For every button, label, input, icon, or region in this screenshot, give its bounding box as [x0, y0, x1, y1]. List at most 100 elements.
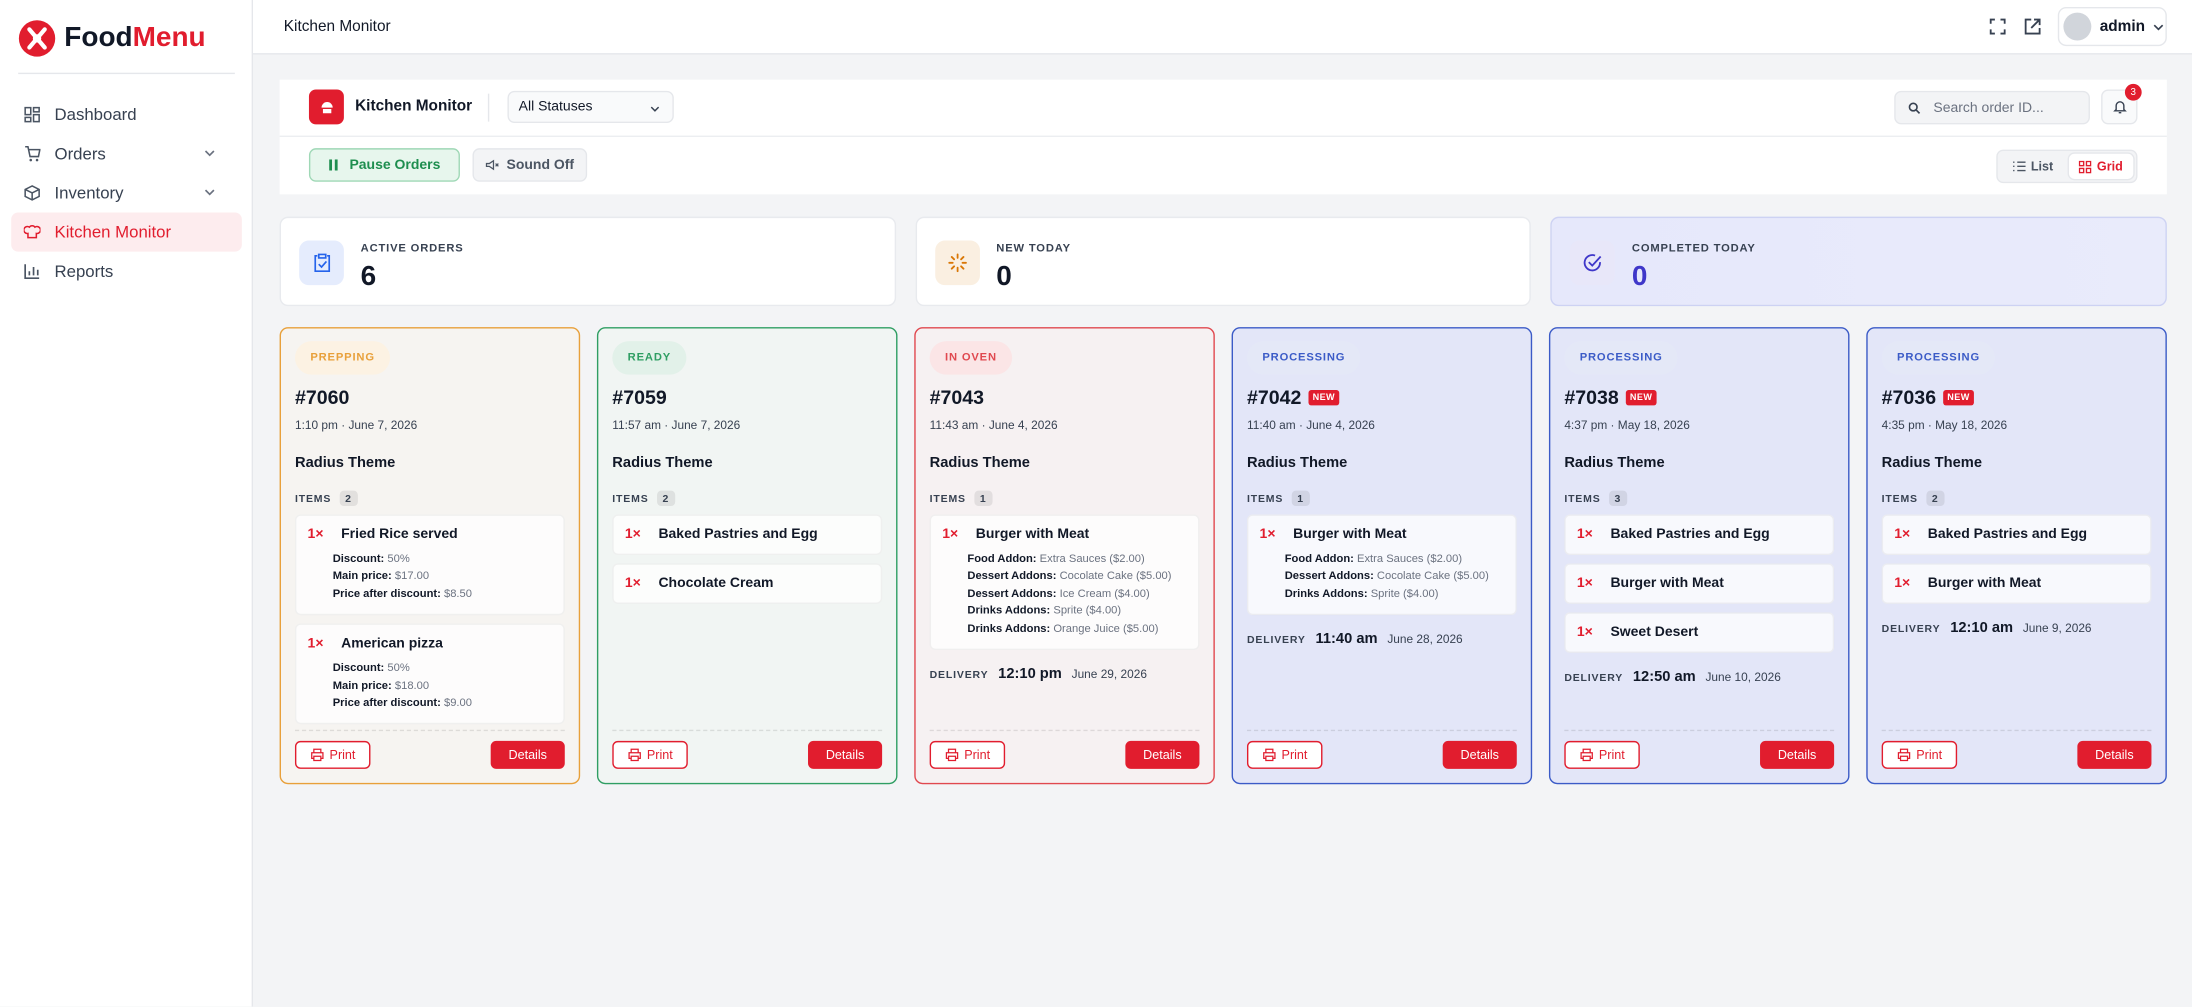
item-detail: Drinks Addons: Orange Juice ($5.00): [967, 620, 1186, 637]
view-option[interactable]: List: [2000, 154, 2065, 179]
view-option[interactable]: Grid: [2068, 153, 2134, 179]
status-filter[interactable]: All Statuses: [507, 90, 674, 124]
item-detail: Main price: $18.00: [333, 677, 552, 694]
order-item: 1× Fried Rice served Discount: 50% Main pri…: [294, 514, 565, 616]
user-menu[interactable]: admin: [2057, 6, 2167, 47]
stat-card: COMPLETED TODAY 0: [1550, 216, 2167, 307]
item-qty: 1×: [307, 636, 324, 652]
delivery-label: DELIVERY: [1246, 633, 1306, 647]
item-qty: 1×: [624, 575, 641, 592]
nav-item[interactable]: Inventory: [11, 173, 242, 212]
fullscreen-button[interactable]: [1989, 18, 2006, 35]
card-footer: Print Details: [1564, 729, 1835, 769]
pause-orders-button[interactable]: Pause Orders: [308, 148, 460, 182]
item-name: Burger with Meat: [1927, 575, 2042, 592]
nav-item[interactable]: Dashboard: [11, 95, 242, 134]
nav-label: Dashboard: [54, 104, 137, 125]
order-id-row: #7038 NEW: [1564, 386, 1834, 408]
order-id-row: #7059: [612, 386, 882, 408]
brand-first: Food: [64, 22, 133, 54]
detail-label: Food Addon:: [967, 552, 1037, 565]
order-time: 1:10 pm · June 7, 2026: [294, 417, 418, 432]
detail-label: Main price:: [332, 678, 392, 692]
detail-label: Dessert Addons:: [967, 569, 1057, 583]
detail-value: Cocolate Cake ($5.00): [1376, 569, 1489, 583]
order-id: #7042: [1246, 385, 1302, 409]
brand-second: Menu: [132, 22, 206, 54]
icon: [23, 224, 55, 241]
items-label: ITEMS: [929, 492, 966, 505]
detail-value: $17.00: [394, 569, 430, 583]
sound-button[interactable]: Sound Off: [472, 148, 588, 182]
print-button[interactable]: Print: [294, 740, 371, 769]
item-detail: Dessert Addons: Cocolate Cake ($5.00): [1285, 568, 1504, 585]
view-toggle: List Grid: [1996, 149, 2138, 184]
status-pill: PROCESSING: [1881, 341, 1996, 375]
detail-value: Extra Sauces ($2.00): [1039, 552, 1145, 565]
icon: [24, 263, 55, 280]
delivery-date: June 10, 2026: [1705, 669, 1781, 684]
order-time: 11:43 am · June 4, 2026: [929, 417, 1058, 432]
details-button[interactable]: Details: [1125, 740, 1200, 769]
details-button[interactable]: Details: [2077, 740, 2152, 769]
delivery: DELIVERY 12:10 am June 9, 2026: [1882, 619, 2152, 636]
details-button[interactable]: Details: [1442, 740, 1517, 769]
new-badge: NEW: [1943, 389, 1974, 405]
items-count: 2: [339, 490, 358, 507]
details-button[interactable]: Details: [490, 740, 565, 769]
toolbar: Kitchen Monitor All Statuses Search orde…: [279, 79, 2167, 195]
detail-label: Drinks Addons:: [967, 621, 1051, 635]
item-detail: Discount: 50%: [333, 551, 552, 568]
brand[interactable]: FoodMenu: [18, 20, 206, 58]
order-item: 1× Burger with Meat: [1564, 563, 1835, 604]
detail-label: Drinks Addons:: [1284, 586, 1368, 600]
print-button[interactable]: Print: [929, 740, 1006, 769]
order-time: 11:57 am · June 7, 2026: [612, 417, 741, 432]
details-button[interactable]: Details: [1760, 740, 1835, 769]
items-count: 3: [1608, 490, 1627, 507]
card-footer: Print Details: [294, 729, 565, 769]
header: Kitchen Monitor admin: [253, 0, 2192, 55]
delivery-date: June 28, 2026: [1387, 632, 1463, 647]
notifications-button[interactable]: 3: [2101, 83, 2142, 125]
order-item: 1× Burger with Meat Food Addon: Extra Sauc…: [929, 514, 1200, 651]
customer: Radius Theme: [1881, 454, 1983, 472]
sidebar: FoodMenu Dashboard Orders Inventory Kitchen…: [0, 0, 254, 1007]
order-time: 4:35 pm · May 18, 2026: [1881, 417, 2008, 432]
card-footer: Print Details: [1881, 729, 2152, 769]
stat-label: NEW TODAY: [996, 241, 1071, 255]
nav-label: Orders: [54, 143, 106, 164]
detail-label: Price after discount:: [332, 696, 441, 709]
icon: [24, 185, 55, 202]
item-head: 1× Baked Pastries and Egg: [1894, 527, 2139, 542]
print-button[interactable]: Print: [1564, 740, 1640, 769]
order-card: PROCESSING #7042 NEW 11:40 am · June 4, 202…: [1231, 327, 1533, 785]
order-id: #7038: [1564, 385, 1619, 409]
nav-label: Kitchen Monitor: [54, 222, 172, 242]
nav-item[interactable]: Reports: [11, 252, 242, 291]
nav-item[interactable]: Kitchen Monitor: [11, 212, 242, 252]
item-qty: 1×: [1259, 527, 1276, 543]
order-item: 1× American pizza Discount: 50% Main price:…: [294, 623, 565, 725]
item-detail: Price after discount: $9.00: [333, 695, 552, 712]
avatar: [2063, 12, 2092, 41]
toolbar-title: Kitchen Monitor: [355, 97, 473, 115]
order-id-row: #7042 NEW: [1247, 386, 1517, 408]
delivery-time: 11:40 am: [1315, 630, 1378, 648]
nav-item[interactable]: Orders: [11, 134, 242, 173]
items-header: ITEMS 2: [1882, 490, 2152, 507]
print-button[interactable]: Print: [1881, 740, 1958, 769]
delivery: DELIVERY 12:10 pm June 29, 2026: [930, 665, 1200, 682]
open-site-button[interactable]: [2024, 18, 2041, 35]
print-button[interactable]: Print: [612, 740, 688, 769]
print-button[interactable]: Print: [1246, 740, 1323, 769]
notification-badge: 3: [2124, 83, 2142, 101]
divider: [18, 72, 235, 75]
detail-label: Dessert Addons:: [967, 586, 1057, 600]
order-id-row: #7036 NEW: [1882, 386, 2152, 408]
item-qty: 1×: [1576, 624, 1593, 641]
search-input[interactable]: Search order ID...: [1894, 90, 2090, 125]
details-button[interactable]: Details: [808, 740, 883, 769]
header-title: Kitchen Monitor: [283, 18, 391, 35]
